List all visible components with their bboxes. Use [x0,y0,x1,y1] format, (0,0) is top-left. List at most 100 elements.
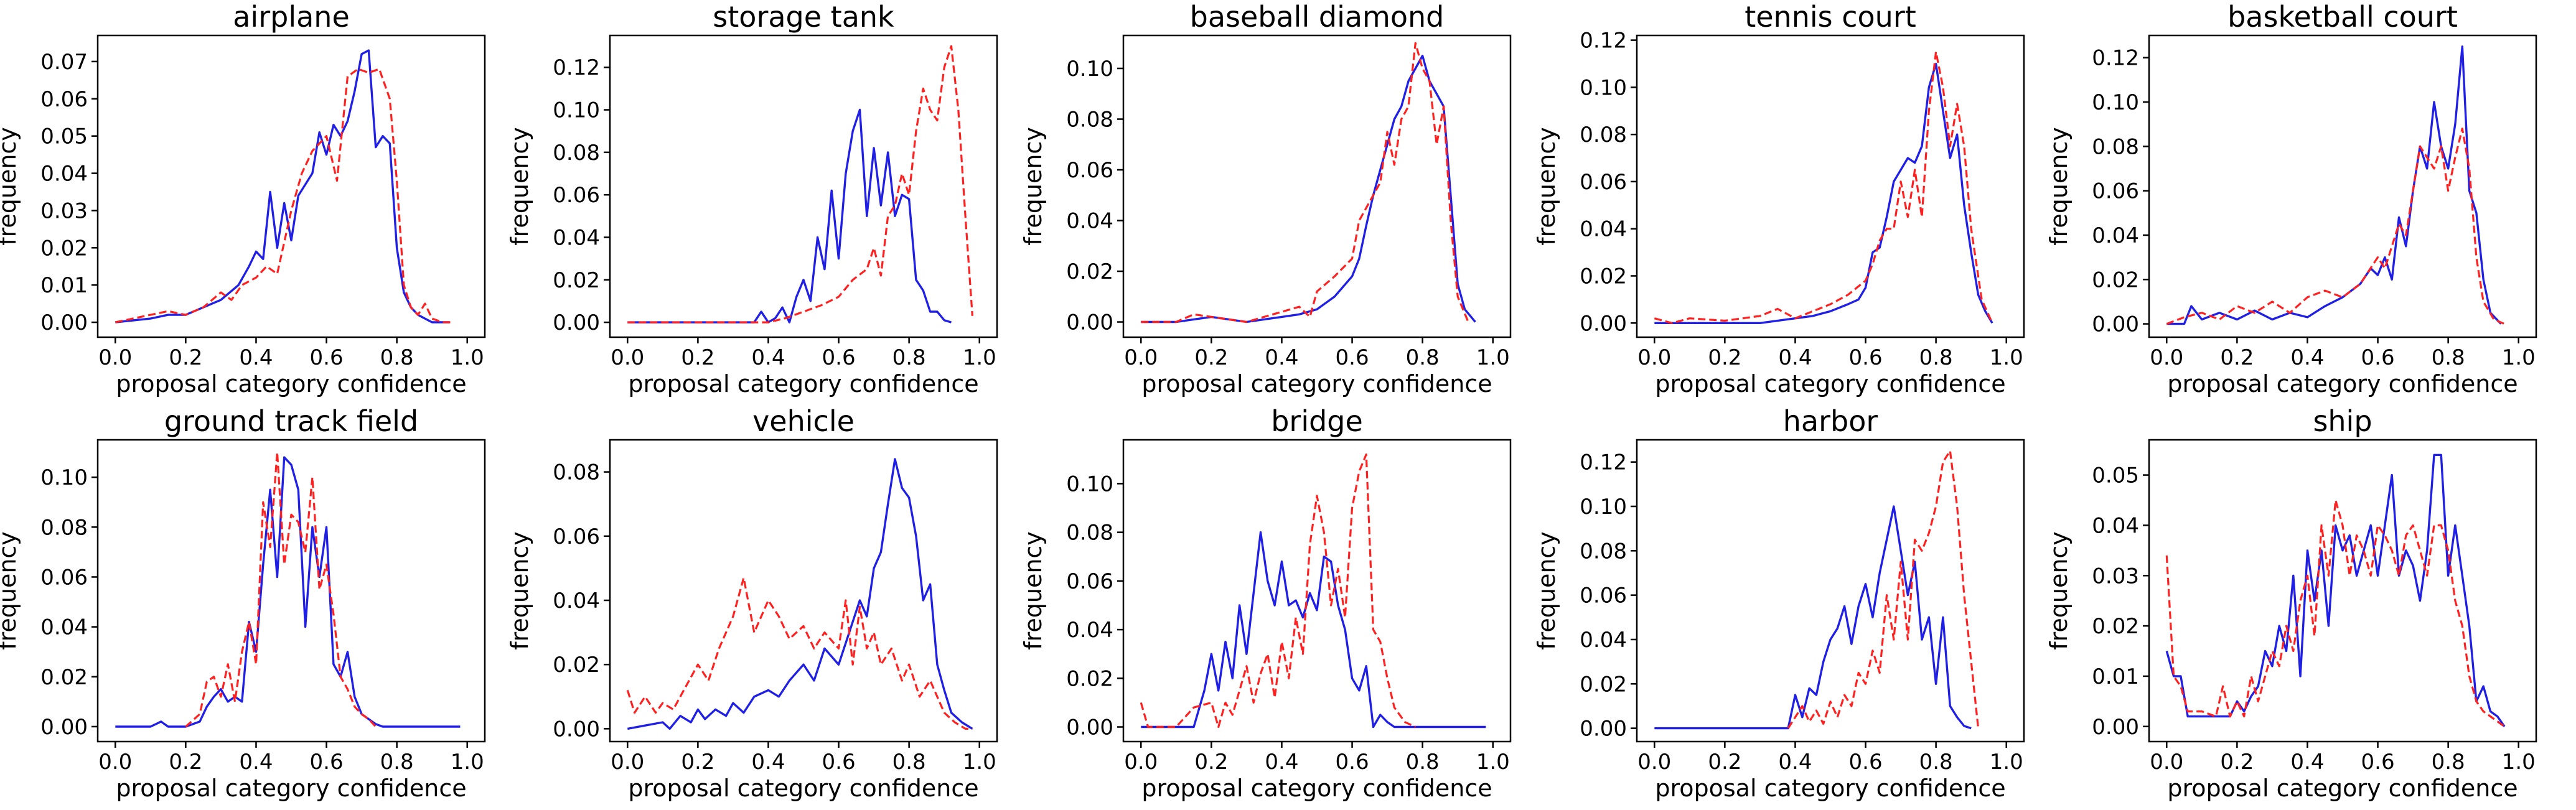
y-tick-label: 0.08 [1580,123,1627,147]
y-axis-label: frequency [0,531,21,650]
x-tick-label: 1.0 [1990,345,2023,370]
y-tick-label: 0.12 [1580,450,1627,475]
x-axis-label: proposal category confidence [1141,370,1492,398]
x-axis-label: proposal category confidence [116,775,466,802]
series-line-solid [2165,454,2506,727]
y-tick-label: 0.08 [1580,539,1627,564]
y-tick-label: 0.06 [2092,179,2139,204]
x-tick-label: 1.0 [451,750,484,775]
x-tick-label: 0.4 [2290,750,2324,775]
series-line-solid [115,49,450,324]
y-tick-label: 0.08 [553,141,600,165]
y-tick-label: 0.02 [1066,666,1113,691]
x-tick-label: 0.8 [380,345,414,370]
y-tick-label: 0.12 [1580,29,1627,54]
y-tick-label: 0.07 [40,50,88,75]
y-tick-label: 0.05 [2092,463,2139,488]
x-tick-label: 1.0 [2502,345,2536,370]
series-line-solid [1654,505,1972,730]
y-tick-label: 0.02 [40,665,88,690]
series-line-dashed [1141,42,1469,324]
y-tick-label: 0.06 [1066,158,1113,183]
x-tick-label: 0.8 [380,750,414,775]
series-line-dashed [1140,453,1416,729]
series-line-dashed [2166,128,2505,325]
y-tick-label: 0.06 [1580,584,1627,608]
y-axis-label: frequency [1019,531,1047,650]
y-tick-label: 0.08 [2092,134,2139,159]
x-tick-label: 1.0 [451,345,484,370]
series-line-dashed [1787,450,1980,729]
plot-frame [1122,34,1512,338]
x-tick-label: 0.0 [611,750,644,775]
y-tick-label: 0.10 [1066,472,1113,496]
x-tick-label: 0.8 [1406,750,1440,775]
x-tick-label: 0.4 [1265,750,1298,775]
chart-title: vehicle [752,404,855,438]
x-tick-label: 0.8 [892,750,926,775]
chart-title: tennis court [1745,0,1916,34]
x-tick-label: 0.6 [822,345,856,370]
x-tick-label: 0.2 [681,345,714,370]
chart-panel: airplane 0.0 0.2 0.4 0.6 0.8 1.0 0.00 0.01 0.02 0.… [0,0,486,398]
y-tick-label: 0.02 [1066,259,1113,284]
y-axis-label: frequency [506,531,533,650]
x-tick-label: 0.4 [239,345,273,370]
series-line-solid [627,108,952,324]
x-tick-label: 0.6 [310,750,344,775]
x-tick-label: 0.6 [822,750,856,775]
y-tick-label: 0.04 [553,225,600,250]
y-tick-label: 0.06 [1580,170,1627,195]
plot-frame [1636,439,2025,743]
chart-panel: ship 0.0 0.2 0.4 0.6 0.8 1.0 0.00 0.01 0.02 0.03 0.… [2045,404,2537,802]
y-tick-label: 0.02 [553,268,600,293]
y-tick-label: 0.04 [2092,223,2139,248]
x-tick-label: 1.0 [1476,750,1510,775]
y-tick-label: 0.00 [2092,312,2139,337]
y-axis-label: frequency [1019,127,1047,246]
x-tick-label: 0.2 [169,345,202,370]
y-tick-label: 0.04 [1580,628,1627,653]
chart-panel: bridge 0.0 0.2 0.4 0.6 0.8 1.0 0.00 0.02 0.04 0.06… [1019,404,1512,802]
x-tick-label: 0.6 [1849,750,1883,775]
plot-frame [96,34,486,338]
series-line-solid [1141,54,1476,324]
y-axis-label: frequency [2045,531,2073,650]
series-line-solid [115,456,461,728]
y-tick-label: 0.06 [40,87,88,112]
x-tick-label: 0.4 [751,750,785,775]
y-tick-label: 0.00 [1580,311,1627,336]
chart-panel: storage tank 0.0 0.2 0.4 0.6 0.8 1.0 0.00 0.02 0.… [506,0,998,398]
x-tick-label: 0.0 [1124,345,1158,370]
x-tick-label: 0.0 [2150,750,2183,775]
x-axis-label: proposal category confidence [2167,775,2517,802]
y-tick-label: 0.08 [1066,521,1113,546]
series-line-solid [627,458,973,730]
x-tick-label: 0.2 [2220,750,2254,775]
series-line-dashed [627,45,973,324]
y-tick-label: 0.04 [553,589,600,613]
series-line-solid [1654,62,1993,324]
plot-frame [96,439,486,743]
x-tick-label: 0.0 [98,345,132,370]
y-tick-label: 0.00 [1066,715,1113,740]
x-tick-label: 0.0 [2150,345,2183,370]
x-tick-label: 0.8 [1919,750,1953,775]
x-tick-label: 0.6 [1336,750,1369,775]
x-tick-label: 0.0 [1124,750,1158,775]
x-tick-label: 0.0 [1637,345,1671,370]
x-tick-label: 1.0 [1990,750,2023,775]
y-tick-label: 0.05 [40,124,88,149]
y-tick-label: 0.10 [40,465,88,490]
y-tick-label: 0.01 [2092,664,2139,689]
series-line-dashed [1654,50,1993,324]
x-tick-label: 1.0 [1476,345,1510,370]
y-axis-label: frequency [2045,127,2073,246]
x-tick-label: 0.8 [1406,345,1440,370]
series-line-solid [2166,45,2502,325]
y-tick-label: 0.00 [40,310,88,335]
series-line-dashed [2165,499,2506,728]
chart-title: storage tank [713,0,894,34]
chart-title: bridge [1271,404,1363,438]
